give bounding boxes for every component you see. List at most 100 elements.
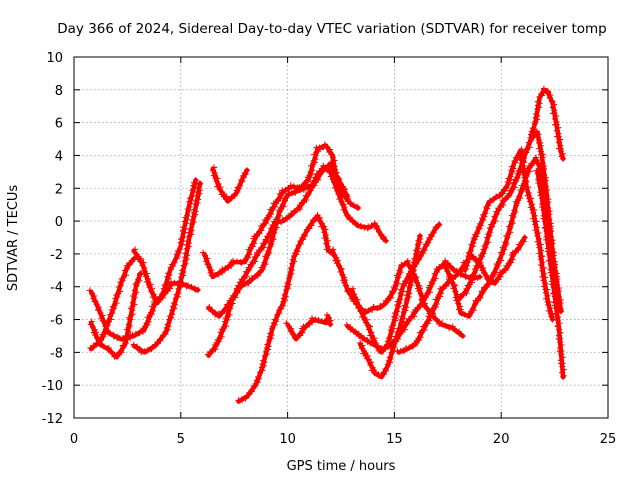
- data-point-marker: [238, 176, 245, 183]
- x-tick-label: 5: [177, 432, 185, 447]
- data-point-marker: [286, 213, 293, 220]
- data-point-marker: [485, 202, 492, 209]
- data-point-marker: [450, 266, 457, 273]
- data-point-marker: [408, 314, 415, 321]
- data-point-marker: [430, 229, 437, 236]
- data-point-marker: [194, 287, 201, 293]
- data-point-marker: [528, 195, 535, 202]
- data-point-marker: [359, 342, 366, 349]
- data-point-marker: [522, 171, 529, 178]
- data-point-marker: [90, 342, 97, 349]
- data-point-marker: [187, 225, 194, 232]
- data-point-marker: [554, 323, 561, 330]
- data-point-marker: [176, 278, 183, 285]
- series-track-3: [87, 255, 137, 352]
- data-point-marker: [401, 302, 408, 309]
- data-point-marker: [260, 357, 267, 364]
- series-track-4: [131, 177, 199, 306]
- data-point-marker: [436, 264, 443, 270]
- data-point-marker: [269, 222, 276, 228]
- data-point-marker: [358, 305, 365, 312]
- data-point-marker: [141, 348, 148, 355]
- data-point-marker: [215, 270, 222, 277]
- x-tick-label: 20: [493, 432, 510, 447]
- data-point-marker: [439, 321, 446, 328]
- data-point-marker: [498, 249, 505, 256]
- data-point-marker: [344, 193, 351, 200]
- data-point-marker: [147, 281, 154, 288]
- data-point-marker: [149, 285, 156, 292]
- data-point-marker: [132, 331, 139, 337]
- data-point-marker: [442, 281, 449, 288]
- data-point-marker: [165, 270, 172, 277]
- data-point-marker: [536, 173, 543, 180]
- data-point-marker: [219, 266, 226, 273]
- data-point-marker: [446, 271, 453, 278]
- data-point-marker: [541, 283, 547, 290]
- data-point-marker: [343, 321, 350, 328]
- series-track-5: [130, 180, 203, 356]
- data-point-marker: [390, 322, 397, 329]
- data-point-marker: [368, 359, 374, 366]
- data-point-marker: [333, 182, 339, 188]
- data-point-marker: [479, 289, 486, 296]
- data-point-marker: [533, 154, 539, 161]
- x-axis-label: GPS time / hours: [287, 459, 396, 474]
- data-point-marker: [322, 226, 329, 233]
- data-point-marker: [282, 186, 289, 193]
- data-point-marker: [214, 175, 221, 182]
- data-point-marker: [396, 296, 403, 303]
- data-point-marker: [291, 183, 297, 190]
- data-point-marker: [159, 292, 166, 299]
- data-point-marker: [432, 224, 439, 231]
- data-point-marker: [141, 265, 148, 272]
- data-point-marker: [230, 257, 236, 264]
- data-point-marker: [398, 261, 405, 268]
- data-point-marker: [284, 279, 291, 286]
- data-point-marker: [108, 316, 114, 323]
- data-point-marker: [191, 206, 198, 213]
- data-point-marker: [560, 374, 567, 380]
- data-point-marker: [520, 159, 527, 166]
- data-point-marker: [309, 167, 316, 174]
- y-axis-label: SDTVAR / TECUs: [6, 185, 21, 292]
- data-point-marker: [555, 124, 562, 131]
- data-point-marker: [286, 185, 293, 192]
- y-tick-label: -6: [50, 314, 63, 329]
- data-point-marker: [520, 238, 527, 245]
- data-point-marker: [414, 304, 421, 311]
- data-point-marker: [263, 351, 270, 358]
- data-point-marker: [239, 396, 246, 403]
- data-point-marker: [99, 312, 106, 319]
- data-point-marker: [548, 313, 555, 320]
- data-point-marker: [145, 318, 152, 325]
- data-point-marker: [490, 196, 497, 203]
- data-point-marker: [437, 285, 444, 292]
- data-point-marker: [211, 170, 218, 176]
- data-point-marker: [248, 387, 255, 394]
- data-point-marker: [103, 328, 110, 335]
- x-tick-label: 15: [386, 432, 403, 447]
- data-point-marker: [509, 163, 516, 170]
- data-point-marker: [144, 270, 151, 277]
- data-point-marker: [557, 299, 564, 306]
- data-point-marker: [245, 279, 252, 286]
- data-point-marker: [246, 251, 253, 258]
- data-point-marker: [532, 111, 539, 117]
- y-tick-label: -12: [42, 412, 63, 427]
- data-point-marker: [223, 323, 229, 330]
- data-point-marker: [351, 291, 358, 298]
- series-track-10: [235, 212, 336, 404]
- data-point-marker: [542, 274, 549, 281]
- data-point-marker: [440, 284, 447, 291]
- data-point-marker: [144, 276, 151, 283]
- data-point-marker: [195, 185, 202, 192]
- data-point-marker: [100, 343, 107, 350]
- data-point-marker: [559, 369, 566, 376]
- data-point-marker: [502, 195, 509, 202]
- data-point-marker: [243, 273, 250, 280]
- data-point-marker: [271, 203, 278, 210]
- data-point-marker: [208, 267, 215, 273]
- data-point-marker: [338, 266, 345, 273]
